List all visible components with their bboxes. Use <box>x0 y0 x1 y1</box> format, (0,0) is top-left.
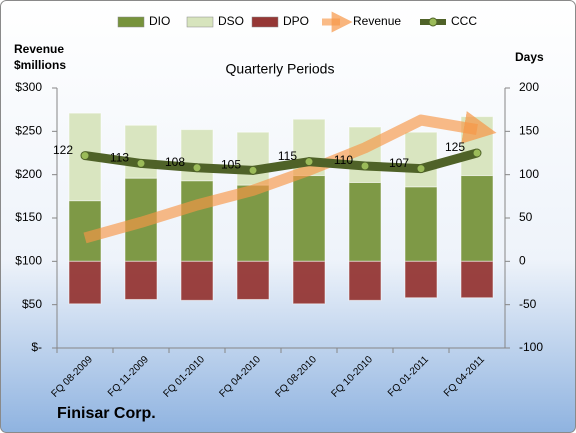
bar <box>124 260 158 300</box>
legend-label: Revenue <box>353 14 401 28</box>
data-label: 115 <box>278 149 297 163</box>
y2-tick-label: 200 <box>519 80 539 94</box>
ccc-marker <box>472 148 482 158</box>
revenue-line <box>83 111 497 244</box>
legend-swatch <box>117 16 145 28</box>
y2-tick-label: 150 <box>519 124 539 138</box>
data-label: 108 <box>165 155 185 169</box>
legend-label: DIO <box>149 14 170 28</box>
y-tick-label: $200 <box>15 167 42 181</box>
legend-swatch <box>428 17 438 27</box>
y-tick-label: $150 <box>15 210 42 224</box>
caption: Finisar Corp. <box>57 405 156 422</box>
ccc-marker <box>248 165 258 175</box>
legend-swatch <box>186 16 214 28</box>
y2-tick-label: 50 <box>519 210 533 224</box>
ccc-marker <box>304 157 314 167</box>
bar <box>236 260 270 300</box>
bar <box>180 180 214 262</box>
bar <box>292 175 326 262</box>
data-label: 105 <box>221 158 241 172</box>
bar <box>236 131 270 186</box>
legend-label: DPO <box>283 14 309 28</box>
ccc-line <box>84 148 479 175</box>
y-tick-label: $100 <box>15 254 42 268</box>
ccc-marker <box>136 158 146 168</box>
bar <box>404 260 438 299</box>
bar <box>460 260 494 299</box>
y-tick-label: $- <box>31 340 42 354</box>
bar <box>404 131 438 188</box>
y-axis-title: Revenue $millions <box>14 42 66 72</box>
legend-label: CCC <box>451 14 477 28</box>
ccc-marker <box>192 163 202 173</box>
data-label: 110 <box>334 153 353 167</box>
y-tick-label: $250 <box>15 124 42 138</box>
y2-tick-label: -100 <box>519 340 543 354</box>
chart-title: Quarterly Periods <box>226 61 335 77</box>
y-tick-label: $300 <box>15 80 42 94</box>
ccc-marker <box>80 151 90 161</box>
legend-swatch <box>251 16 279 28</box>
data-label: 122 <box>53 143 73 157</box>
ccc-marker <box>360 161 370 171</box>
bar <box>348 181 382 262</box>
bar <box>180 260 214 301</box>
data-label: 107 <box>389 156 409 170</box>
ccc-marker <box>416 164 426 174</box>
y2-axis-title: Days <box>515 50 544 64</box>
bar <box>124 124 158 179</box>
bar <box>292 260 326 305</box>
data-label: 113 <box>110 151 129 165</box>
data-label: 125 <box>445 140 465 154</box>
bar <box>404 186 438 262</box>
bar <box>68 260 102 305</box>
y2-tick-label: -50 <box>519 297 537 311</box>
bar <box>348 260 382 301</box>
y-tick-label: $50 <box>22 297 42 311</box>
bar <box>460 175 494 262</box>
y2-tick-label: 100 <box>519 167 539 181</box>
legend-label: DSO <box>218 14 244 28</box>
bar <box>180 129 214 182</box>
y2-tick-label: 0 <box>519 254 526 268</box>
